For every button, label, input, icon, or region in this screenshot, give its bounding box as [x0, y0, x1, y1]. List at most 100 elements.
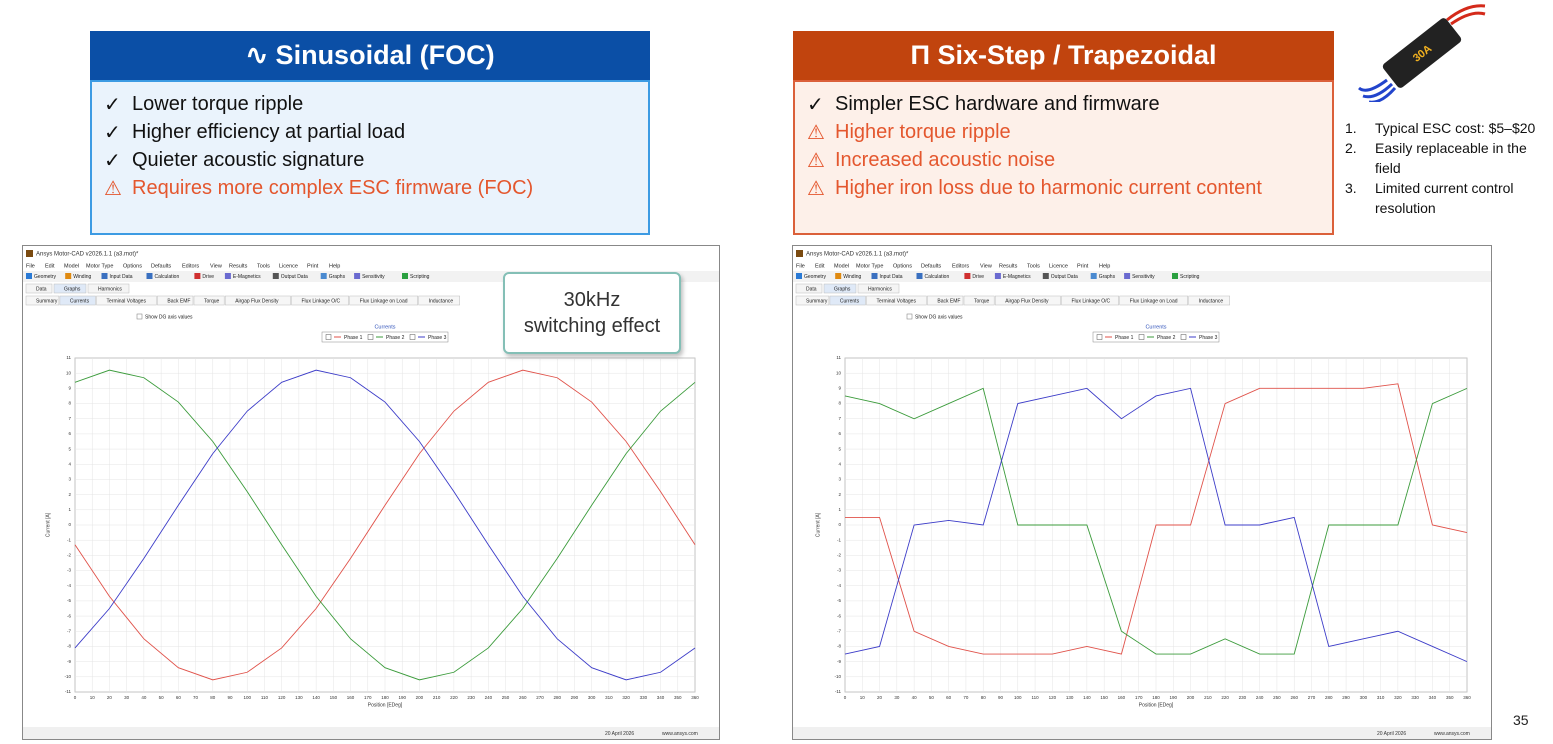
x-tick-label: 160: [1118, 695, 1126, 700]
toolbar-button: Input Data: [880, 274, 903, 280]
x-tick-label: 150: [330, 695, 338, 700]
subtab-label: Summary: [806, 298, 828, 304]
menu-item: Print: [1077, 263, 1089, 269]
subtab: [157, 295, 194, 306]
legend-label: Phase 2: [386, 335, 405, 341]
menu-item: Results: [229, 263, 248, 269]
bullet-item: ✓ Quieter acoustic signature: [104, 146, 636, 174]
x-tick-label: 70: [193, 695, 199, 700]
subtab: [418, 295, 460, 306]
subtab: [829, 295, 866, 306]
note-number: 3.: [1345, 180, 1357, 196]
y-tick-label: -3: [837, 568, 841, 573]
app-window: Ansys Motor-CAD v2026.1.1 (a3.mot)*File E…: [792, 245, 1492, 740]
subtab-label: Back EMF: [937, 298, 960, 304]
subtab: [795, 295, 830, 306]
toolbar-icon: [224, 273, 231, 279]
x-tick-label: 230: [467, 695, 475, 700]
series-line: [844, 387, 1468, 663]
menu-item: Defaults: [921, 263, 941, 269]
toolbar-icon: [871, 273, 878, 279]
y-tick-label: 7: [68, 416, 71, 421]
toolbar-icon: [146, 273, 153, 279]
toolbar-button: Scripting: [1180, 274, 1200, 280]
subtab: [963, 295, 995, 306]
x-tick-label: 120: [278, 695, 286, 700]
bullet-item: ✓ Higher efficiency at partial load: [104, 118, 636, 146]
x-tick-label: 360: [1463, 695, 1471, 700]
y-tick-label: 11: [66, 355, 71, 360]
app-window: Ansys Motor-CAD v2026.1.1 (a3.mot)*File E…: [22, 245, 720, 740]
x-tick-label: 80: [981, 695, 987, 700]
toolbar-icon: [26, 273, 32, 279]
subtab: [59, 295, 96, 306]
y-tick-label: -9: [67, 659, 71, 664]
x-tick-label: 340: [657, 695, 665, 700]
x-axis-label: Position [EDeg]: [1139, 702, 1174, 708]
esc-wires: [1446, 4, 1486, 26]
x-tick-label: 140: [312, 695, 320, 700]
subtab-label: Currents: [70, 298, 90, 304]
status-bar: [23, 727, 719, 739]
x-tick-label: 140: [1083, 695, 1091, 700]
x-tick-label: 190: [1170, 695, 1178, 700]
toolbar-icon: [835, 273, 842, 279]
menu-item: Licence: [279, 263, 298, 269]
subtab-label: Flux Linkage on Load: [360, 298, 408, 304]
legend-label: Phase 2: [1157, 335, 1176, 341]
bullet-text: Increased acoustic noise: [835, 148, 1056, 171]
series-line: [74, 369, 696, 681]
subtab: [1188, 295, 1230, 306]
y-tick-label: -11: [835, 689, 842, 694]
tab: [823, 283, 857, 294]
y-tick-label: -2: [837, 553, 841, 558]
legend-label: Phase 1: [1115, 335, 1134, 341]
toolbar-icon: [796, 273, 802, 279]
x-tick-label: 160: [347, 695, 355, 700]
toolbar-icon: [916, 273, 923, 279]
toolbar-button: Input Data: [110, 274, 133, 280]
toolbar-icon: [354, 273, 361, 279]
tab: [857, 283, 900, 294]
toolbar-button: Output Data: [281, 274, 308, 280]
x-tick-label: 310: [605, 695, 613, 700]
legend-checkbox: [367, 334, 374, 340]
toolbar-icon: [994, 273, 1001, 279]
toolbar-button: E-Magnetics: [233, 274, 261, 280]
esc-body: [1382, 18, 1462, 88]
y-tick-label: 1: [68, 507, 71, 512]
x-tick-label: 330: [640, 695, 648, 700]
note-item: 2. Easily replaceable in the field: [1345, 138, 1550, 178]
x-tick-label: 40: [141, 695, 147, 700]
menu-item: View: [210, 263, 222, 269]
x-tick-label: 110: [1031, 695, 1039, 700]
menu-item: View: [980, 263, 992, 269]
y-tick-label: -1: [837, 537, 841, 542]
bullet-text: Requires more complex ESC firmware (FOC): [132, 176, 534, 199]
subtab-label: Airgap Flux Density: [1005, 298, 1049, 304]
menu-item: Model: [834, 263, 849, 269]
subtab-label: Flux Linkage on Load: [1130, 298, 1178, 304]
y-tick-label: -9: [837, 659, 841, 664]
window-title: Ansys Motor-CAD v2026.1.1 (a3.mot)*: [806, 252, 909, 258]
x-tick-label: 150: [1100, 695, 1108, 700]
subtab-label: Airgap Flux Density: [235, 298, 279, 304]
subtab: [1061, 295, 1119, 306]
x-tick-label: 130: [295, 695, 303, 700]
bullet-text: Higher iron loss due to harmonic current…: [835, 176, 1262, 199]
toolbar-icon: [194, 273, 201, 279]
y-tick-label: 3: [68, 477, 71, 482]
esc-wires: [1358, 78, 1397, 102]
tab-label: Harmonics: [868, 286, 892, 292]
left-box: ✓ Lower torque ripple ✓ Higher efficiency a…: [90, 80, 650, 235]
y-tick-label: 9: [68, 386, 71, 391]
x-tick-label: 280: [1325, 695, 1333, 700]
chart-title: Currents: [1145, 324, 1166, 330]
x-tick-label: 280: [553, 695, 561, 700]
toolbar-button: Sensitivity: [1132, 274, 1155, 280]
subtab: [866, 295, 927, 306]
subtab-label: Back EMF: [167, 298, 190, 304]
note-text: Limited current control resolution: [1375, 180, 1514, 216]
x-tick-label: 330: [1411, 695, 1419, 700]
bullet-icon: ⚠: [807, 149, 825, 172]
